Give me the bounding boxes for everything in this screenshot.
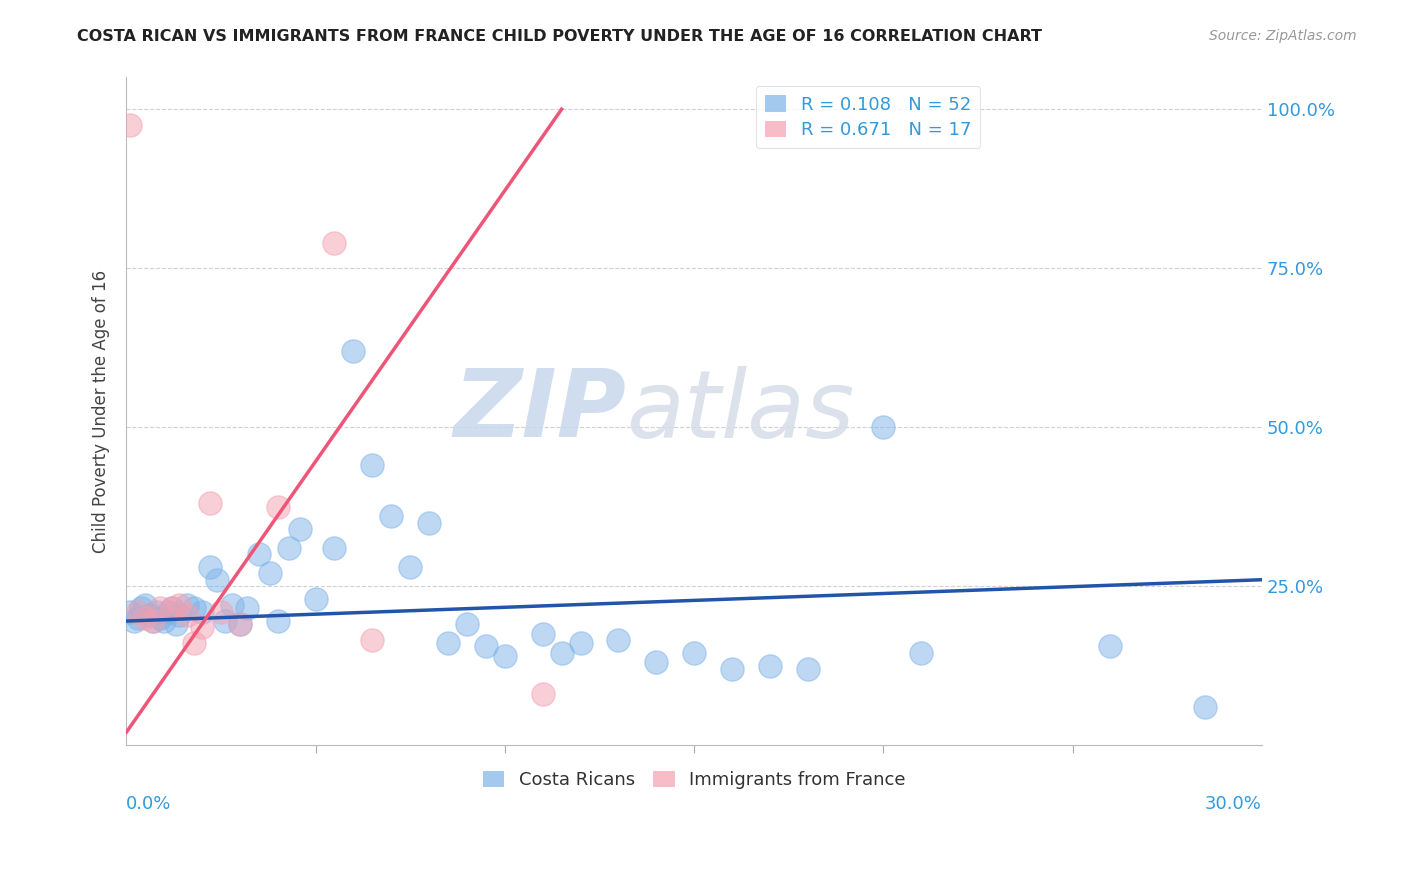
Point [267,500,290,514]
Text: 30.0%: 30.0% [1205,795,1263,814]
Y-axis label: Child Poverty Under the Age of 16: Child Poverty Under the Age of 16 [93,269,110,553]
Point [910,646,932,660]
Point [759,658,782,673]
Point [236,601,259,615]
Point [278,541,301,555]
Text: 0.0%: 0.0% [127,795,172,814]
Point [247,547,270,561]
Point [165,617,187,632]
Point [418,516,440,530]
Point [176,607,198,622]
Point [131,601,153,615]
Point [531,627,554,641]
Point [145,605,167,619]
Point [153,614,176,628]
Point [361,458,384,473]
Point [191,605,214,619]
Point [138,607,160,622]
Text: atlas: atlas [626,366,855,457]
Legend: Costa Ricans, Immigrants from France: Costa Ricans, Immigrants from France [475,764,912,796]
Point [198,560,221,574]
Point [437,636,460,650]
Point [531,687,554,701]
Point [645,656,668,670]
Point [1099,640,1122,654]
Point [323,235,346,250]
Point [120,118,142,132]
Point [796,662,818,676]
Point [127,605,149,619]
Text: Source: ZipAtlas.com: Source: ZipAtlas.com [1209,29,1357,43]
Point [142,614,165,628]
Point [176,598,198,612]
Point [134,611,156,625]
Point [221,598,243,612]
Point [183,601,205,615]
Point [149,601,172,615]
Point [120,605,142,619]
Point [475,640,498,654]
Text: COSTA RICAN VS IMMIGRANTS FROM FRANCE CHILD POVERTY UNDER THE AGE OF 16 CORRELAT: COSTA RICAN VS IMMIGRANTS FROM FRANCE CH… [77,29,1042,44]
Point [290,522,312,536]
Point [683,646,706,660]
Point [169,598,191,612]
Point [361,633,384,648]
Point [156,605,179,619]
Point [259,566,281,581]
Point [142,614,165,628]
Point [191,620,214,634]
Point [160,601,183,615]
Point [160,601,183,615]
Point [607,633,630,648]
Point [229,617,252,632]
Point [214,614,236,628]
Point [399,560,422,574]
Point [456,617,478,632]
Point [872,420,894,434]
Point [122,614,145,628]
Point [721,662,744,676]
Point [198,496,221,510]
Point [205,573,228,587]
Point [134,598,156,612]
Point [550,646,572,660]
Point [127,611,149,625]
Point [304,591,326,606]
Point [569,636,592,650]
Point [1194,699,1216,714]
Point [267,614,290,628]
Point [323,541,346,555]
Point [183,636,205,650]
Point [229,617,252,632]
Point [494,648,516,663]
Point [169,607,191,622]
Point [209,605,232,619]
Point [149,611,172,625]
Point [380,509,402,524]
Point [342,343,364,358]
Text: ZIP: ZIP [453,365,626,458]
